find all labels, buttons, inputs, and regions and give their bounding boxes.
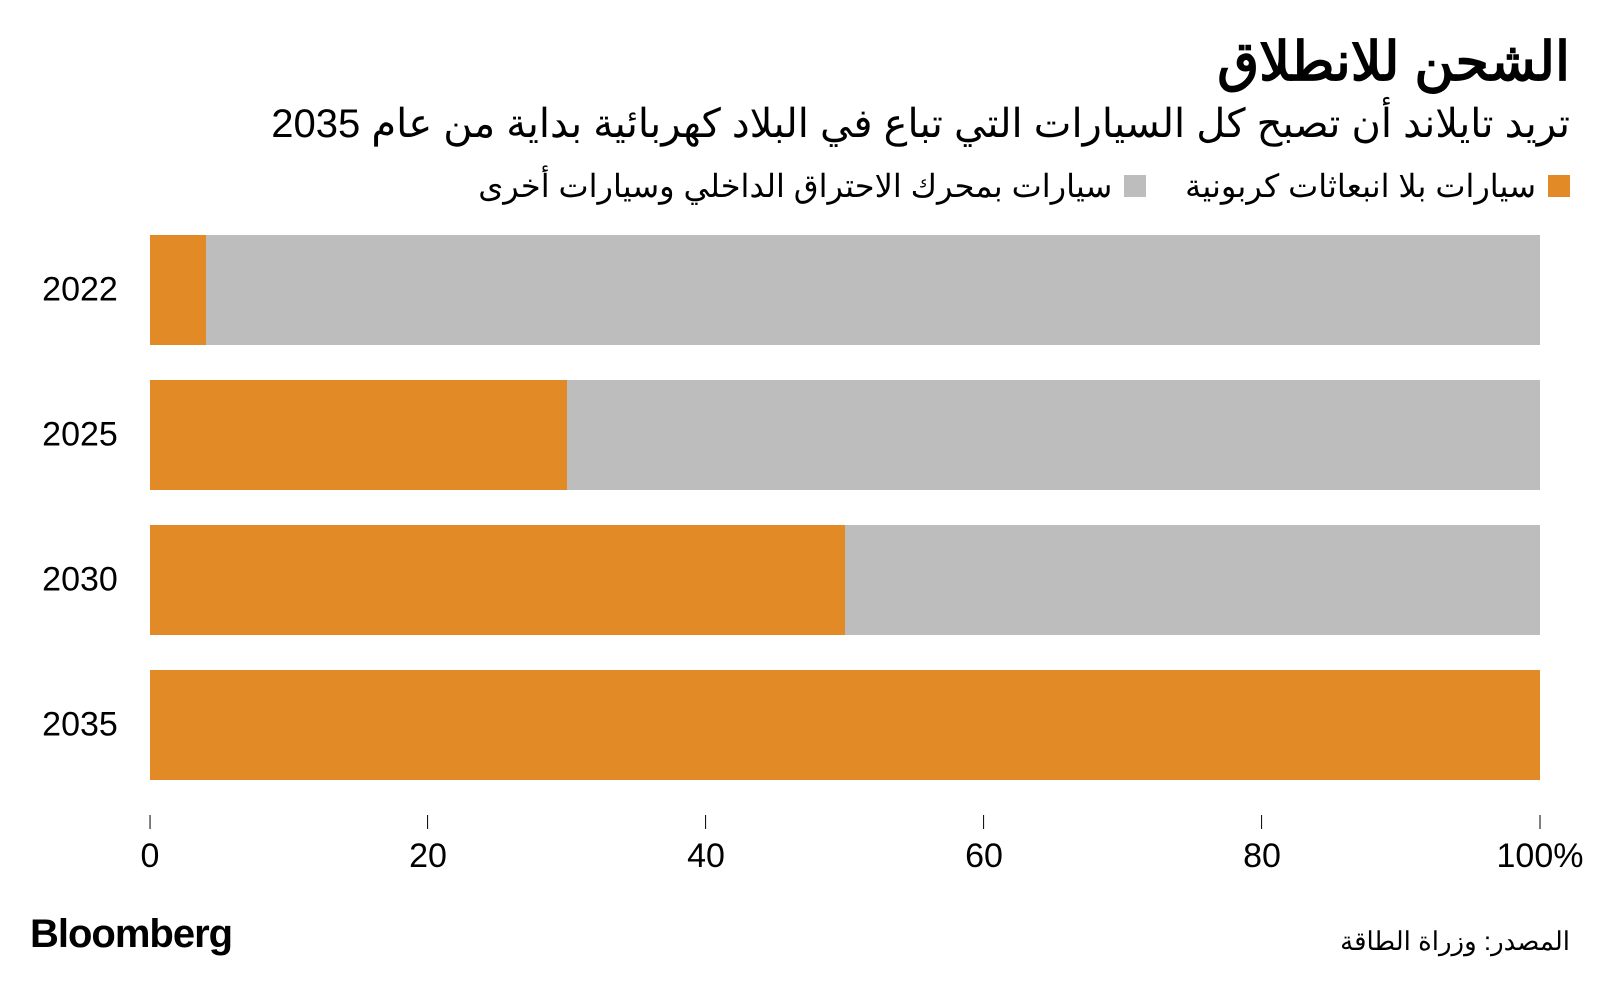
legend-item-zero-emission: سيارات بلا انبعاثات كربونية <box>1185 167 1570 205</box>
bar-segment-ice <box>206 235 1540 345</box>
bar-year-label: 2022 <box>30 271 130 310</box>
bar-segment-ice <box>845 525 1540 635</box>
footer: Bloomberg المصدر: وزراة الطاقة <box>30 912 1570 957</box>
bar-year-label: 2035 <box>30 706 130 745</box>
tick-label: 40 <box>687 837 725 876</box>
chart-subtitle: تريد تايلاند أن تصبح كل السيارات التي تب… <box>30 101 1570 147</box>
bar-segment-zero-emission <box>150 235 206 345</box>
tick-mark <box>427 815 428 829</box>
x-tick: 40 <box>687 815 725 876</box>
x-tick: 80 <box>1243 815 1281 876</box>
chart-area: 2022 2025 2030 2035 <box>150 235 1540 815</box>
source-text: المصدر: وزراة الطاقة <box>1340 926 1570 957</box>
legend-label-zero-emission: سيارات بلا انبعاثات كربونية <box>1185 167 1536 205</box>
x-tick: 20 <box>409 815 447 876</box>
x-axis: 020406080100% <box>150 815 1540 875</box>
legend: سيارات بلا انبعاثات كربونية سيارات بمحرك… <box>30 167 1570 205</box>
tick-mark <box>983 815 984 829</box>
x-tick: 0 <box>141 815 160 876</box>
bar-track <box>150 525 1540 635</box>
tick-label: 60 <box>965 837 1003 876</box>
bar-track <box>150 380 1540 490</box>
chart-title: الشحن للانطلاق <box>30 30 1570 93</box>
tick-label: 20 <box>409 837 447 876</box>
tick-mark <box>1540 815 1541 829</box>
legend-item-ice: سيارات بمحرك الاحتراق الداخلي وسيارات أخ… <box>478 167 1146 205</box>
bar-year-label: 2030 <box>30 561 130 600</box>
bar-row: 2035 <box>150 670 1540 780</box>
legend-swatch-ice <box>1124 175 1146 197</box>
tick-label: 100% <box>1497 837 1584 876</box>
x-tick: 100% <box>1497 815 1584 876</box>
bar-row: 2030 <box>150 525 1540 635</box>
bar-track <box>150 235 1540 345</box>
bar-segment-ice <box>567 380 1540 490</box>
brand-logo: Bloomberg <box>30 912 232 957</box>
x-tick: 60 <box>965 815 1003 876</box>
tick-mark <box>149 815 150 829</box>
tick-mark <box>705 815 706 829</box>
legend-label-ice: سيارات بمحرك الاحتراق الداخلي وسيارات أخ… <box>478 167 1112 205</box>
bar-row: 2022 <box>150 235 1540 345</box>
bar-segment-zero-emission <box>150 380 567 490</box>
bar-year-label: 2025 <box>30 416 130 455</box>
legend-swatch-zero-emission <box>1548 175 1570 197</box>
bar-segment-zero-emission <box>150 525 845 635</box>
bar-segment-zero-emission <box>150 670 1540 780</box>
tick-label: 0 <box>141 837 160 876</box>
bar-track <box>150 670 1540 780</box>
bar-row: 2025 <box>150 380 1540 490</box>
tick-label: 80 <box>1243 837 1281 876</box>
tick-mark <box>1261 815 1262 829</box>
